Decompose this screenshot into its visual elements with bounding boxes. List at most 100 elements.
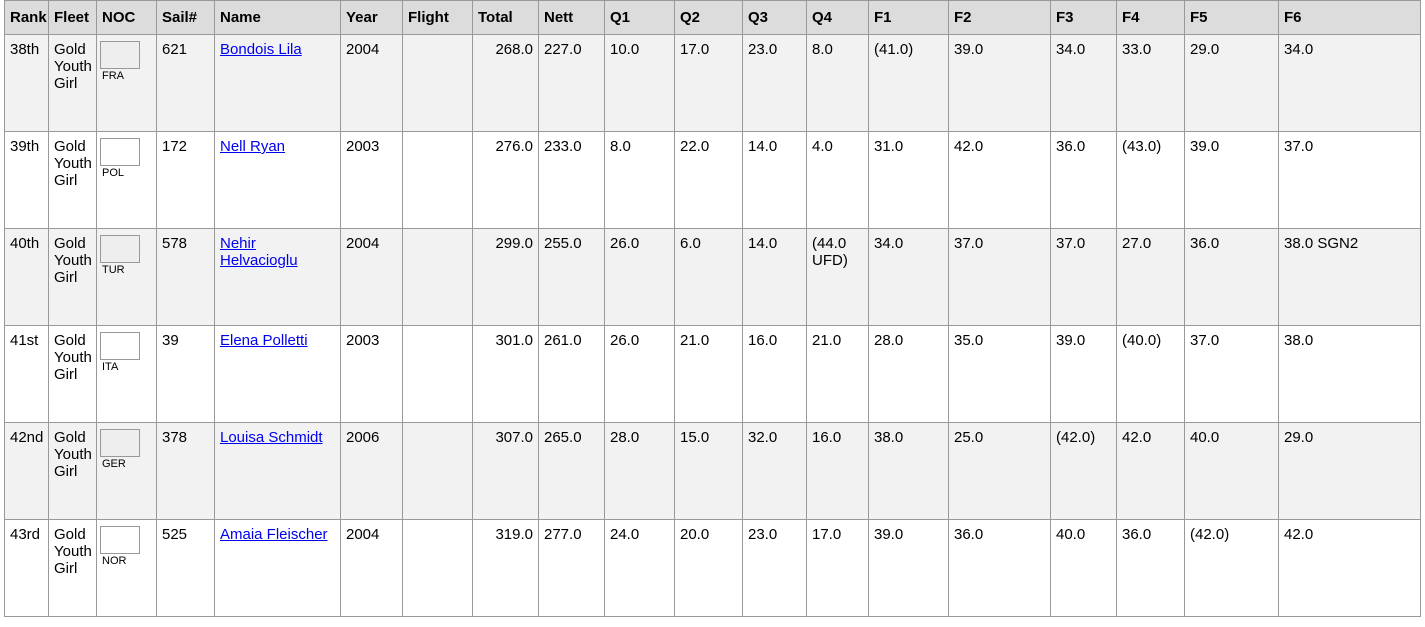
flight-cell xyxy=(402,325,473,423)
final-score: 42.0 xyxy=(948,131,1051,229)
final-score: (43.0) xyxy=(1116,131,1185,229)
qualifying-score: 32.0 xyxy=(742,422,807,520)
qualifying-score: 16.0 xyxy=(742,325,807,423)
sailor-link[interactable]: Louisa Schmidt xyxy=(220,429,323,446)
final-score: 39.0 xyxy=(868,519,949,617)
final-score: 38.0 SGN2 xyxy=(1278,228,1421,326)
final-score: 37.0 xyxy=(948,228,1051,326)
nett-cell: 261.0 xyxy=(538,325,605,423)
final-score: 39.0 xyxy=(948,34,1051,132)
sailor-link[interactable]: Bondois Lila xyxy=(220,41,302,58)
year-cell: 2004 xyxy=(340,228,403,326)
final-score: 34.0 xyxy=(1278,34,1421,132)
column-header: F1 xyxy=(868,0,949,35)
fleet-cell: Gold Youth Girl xyxy=(48,325,97,423)
noc-code: GER xyxy=(102,458,126,470)
final-score: 25.0 xyxy=(948,422,1051,520)
fleet-cell: Gold Youth Girl xyxy=(48,34,97,132)
sailor-link[interactable]: Elena Polletti xyxy=(220,332,308,349)
column-header: Sail# xyxy=(156,0,215,35)
final-score: 40.0 xyxy=(1050,519,1117,617)
rank-cell: 39th xyxy=(4,131,49,229)
name-cell: Bondois Lila xyxy=(214,34,341,132)
noc-code: TUR xyxy=(102,264,125,276)
final-score: 37.0 xyxy=(1278,131,1421,229)
final-score: 29.0 xyxy=(1184,34,1279,132)
qualifying-score: 6.0 xyxy=(674,228,743,326)
nett-cell: 227.0 xyxy=(538,34,605,132)
header-row: Rank Fleet NOC Sail# Name Year Flight Total Nett… xyxy=(4,0,1421,35)
qualifying-score: 4.0 xyxy=(806,131,869,229)
final-score: 34.0 xyxy=(868,228,949,326)
qualifying-score: 23.0 xyxy=(742,519,807,617)
qualifying-score: 24.0 xyxy=(604,519,675,617)
result-row: 41st Gold Youth Girl ITA 39 Elena Polletti 20… xyxy=(4,325,1421,423)
sailor-link[interactable]: Nehir Helvacioglu xyxy=(220,235,298,269)
noc-code: ITA xyxy=(102,361,119,373)
final-score: 40.0 xyxy=(1184,422,1279,520)
qualifying-score: 28.0 xyxy=(604,422,675,520)
flight-cell xyxy=(402,228,473,326)
flight-cell xyxy=(402,519,473,617)
fleet-cell: Gold Youth Girl xyxy=(48,422,97,520)
result-row: 43rd Gold Youth Girl NOR 525 Amaia Fleischer… xyxy=(4,519,1421,617)
final-score: 36.0 xyxy=(1116,519,1185,617)
final-score: 34.0 xyxy=(1050,34,1117,132)
flag-box xyxy=(100,138,140,166)
table-body: 38th Gold Youth Girl FRA 621 Bondois Lila 200… xyxy=(4,34,1421,617)
qualifying-score: 17.0 xyxy=(674,34,743,132)
nett-cell: 277.0 xyxy=(538,519,605,617)
final-score: 36.0 xyxy=(1050,131,1117,229)
sailor-link[interactable]: Amaia Fleischer xyxy=(220,526,328,543)
rank-cell: 42nd xyxy=(4,422,49,520)
nett-cell: 233.0 xyxy=(538,131,605,229)
result-row: 39th Gold Youth Girl POL 172 Nell Ryan 2003 27… xyxy=(4,131,1421,229)
column-header: F2 xyxy=(948,0,1051,35)
flag-box xyxy=(100,526,140,554)
column-header: F4 xyxy=(1116,0,1185,35)
fleet-cell: Gold Youth Girl xyxy=(48,519,97,617)
final-score: 39.0 xyxy=(1050,325,1117,423)
fleet-cell: Gold Youth Girl xyxy=(48,131,97,229)
qualifying-score: 15.0 xyxy=(674,422,743,520)
noc-cell: FRA xyxy=(96,34,157,132)
final-score: 38.0 xyxy=(1278,325,1421,423)
rank-cell: 40th xyxy=(4,228,49,326)
column-header: NOC xyxy=(96,0,157,35)
nett-cell: 255.0 xyxy=(538,228,605,326)
qualifying-score: 26.0 xyxy=(604,228,675,326)
final-score: 28.0 xyxy=(868,325,949,423)
noc-code: FRA xyxy=(102,70,124,82)
total-cell: 276.0 xyxy=(472,131,539,229)
final-score: (42.0) xyxy=(1050,422,1117,520)
final-score: 36.0 xyxy=(948,519,1051,617)
total-cell: 299.0 xyxy=(472,228,539,326)
noc-cell: POL xyxy=(96,131,157,229)
column-header: Year xyxy=(340,0,403,35)
rank-cell: 38th xyxy=(4,34,49,132)
sail-cell: 621 xyxy=(156,34,215,132)
qualifying-score: (44.0 UFD) xyxy=(806,228,869,326)
result-row: 40th Gold Youth Girl TUR 578 Nehir Helvaciog… xyxy=(4,228,1421,326)
sail-cell: 378 xyxy=(156,422,215,520)
name-cell: Louisa Schmidt xyxy=(214,422,341,520)
qualifying-score: 16.0 xyxy=(806,422,869,520)
sailor-link[interactable]: Nell Ryan xyxy=(220,138,286,155)
final-score: 33.0 xyxy=(1116,34,1185,132)
noc-cell: GER xyxy=(96,422,157,520)
column-header: Q3 xyxy=(742,0,807,35)
sail-cell: 525 xyxy=(156,519,215,617)
rank-cell: 41st xyxy=(4,325,49,423)
sail-cell: 172 xyxy=(156,131,215,229)
final-score: 37.0 xyxy=(1184,325,1279,423)
qualifying-score: 21.0 xyxy=(806,325,869,423)
qualifying-score: 14.0 xyxy=(742,228,807,326)
year-cell: 2004 xyxy=(340,519,403,617)
column-header: Q4 xyxy=(806,0,869,35)
name-cell: Nell Ryan xyxy=(214,131,341,229)
sail-cell: 578 xyxy=(156,228,215,326)
final-score: 42.0 xyxy=(1116,422,1185,520)
final-score: 35.0 xyxy=(948,325,1051,423)
flag-box xyxy=(100,41,140,69)
